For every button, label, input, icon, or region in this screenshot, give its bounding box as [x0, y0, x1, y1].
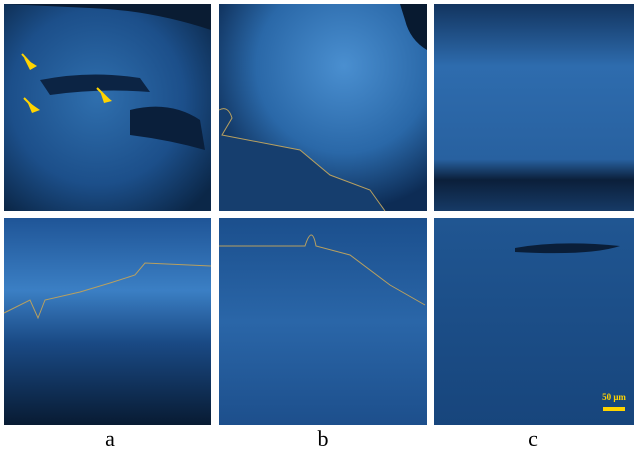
panel-b-bottom [219, 218, 427, 425]
panel-a-top [4, 4, 211, 211]
panel-a-bottom [4, 218, 211, 425]
dark-region [4, 4, 211, 30]
outline [218, 108, 386, 212]
dark-region [400, 4, 427, 50]
arrows [21, 53, 112, 113]
dark-region [515, 243, 620, 254]
scale-bar-label: 50 μm [602, 392, 626, 402]
dark-region [40, 74, 150, 95]
outline [3, 262, 212, 320]
column-label: a [105, 426, 115, 451]
column-label: c [528, 426, 538, 451]
scale-bar [603, 407, 625, 411]
tissue [219, 108, 385, 211]
outline [219, 234, 426, 306]
dark-region [130, 106, 205, 150]
panel-c-top [434, 4, 634, 211]
column-label: b [318, 426, 329, 451]
